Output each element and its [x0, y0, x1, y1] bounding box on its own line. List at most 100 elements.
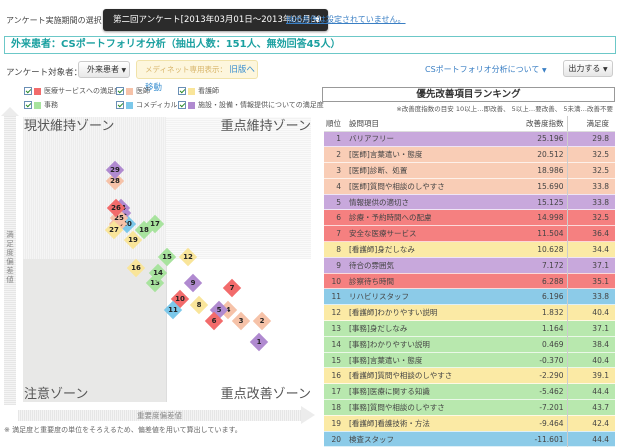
checkbox-checked-icon[interactable] [178, 87, 186, 95]
data-point-label: 26 [111, 204, 121, 212]
legend-item-service[interactable]: 医療サービスへの満足度 [24, 86, 121, 96]
table-row[interactable]: 1 バリアフリー 25.196 29.8 [324, 131, 615, 147]
header-satisfaction[interactable]: 満足度 [566, 116, 615, 132]
x-axis-arrow: 重要度偏差値 [18, 406, 315, 424]
item-cell: [事務]わかりやすい説明 [349, 339, 430, 349]
data-point-label: 25 [114, 214, 124, 222]
data-point-label: 11 [168, 306, 178, 314]
filter-conditions-link[interactable]: 抽出条件は設定されていません。 [286, 15, 406, 24]
index-cell: 15.690 [537, 181, 564, 191]
output-button-label: 出力する [568, 64, 601, 73]
table-row[interactable]: 15 [事務]言葉遣い・態度 -0.370 40.4 [324, 352, 615, 368]
table-row[interactable]: 20 検査スタッフ -11.601 44.4 [324, 431, 615, 447]
table-row[interactable]: 4 [医師]質問や相談のしやすさ 15.690 33.8 [324, 178, 615, 195]
satisfaction-cell: 44.4 [566, 383, 615, 400]
rank-cell: 19 [331, 418, 341, 428]
zone-label-top-right: 重点維持ゾーン [220, 119, 311, 134]
satisfaction-cell: 33.8 [566, 194, 615, 210]
rank-cell: 12 [331, 308, 341, 318]
table-row[interactable]: 10 診察待ち時間 6.288 35.1 [324, 273, 615, 289]
item-cell: [事務]身だしなみ [349, 323, 408, 333]
legend-label: 事務 [44, 101, 58, 109]
old-version-link[interactable]: 旧版へ移動 [145, 65, 255, 93]
table-row[interactable]: 9 待合の雰囲気 7.172 37.1 [324, 257, 615, 274]
ranking-body: 1 バリアフリー 25.196 29.8 2 [医師]言葉遣い・態度 20.512 32.5 3… [324, 131, 615, 447]
portfolio-chart: 現状維持ゾーン 重点維持ゾーン 注意ゾーン 重点改善ゾーン [23, 117, 311, 402]
index-cell: 1.164 [542, 323, 564, 333]
legend-label: 医師 [136, 87, 150, 95]
y-axis-label: 満足度偏差値 [6, 230, 14, 284]
legend-item-office[interactable]: 事務 [24, 100, 58, 110]
table-row[interactable]: 18 [事務]質問や相談のしやすさ -7.201 43.7 [324, 399, 615, 416]
header-index[interactable]: 改善度指数 [497, 116, 567, 132]
rank-cell: 17 [331, 387, 341, 397]
checkbox-checked-icon[interactable] [24, 101, 32, 109]
legend-swatch [188, 101, 195, 109]
header-item[interactable]: 設問項目 [346, 116, 497, 132]
item-cell: [看護師]質問や相談のしやすさ [349, 371, 453, 381]
legend-item-comedical[interactable]: コメディカル [116, 100, 178, 110]
table-row[interactable]: 2 [医師]言葉遣い・態度 20.512 32.5 [324, 146, 615, 163]
table-row[interactable]: 7 安全な医療サービス 11.504 36.4 [324, 225, 615, 242]
data-point-label: 5 [216, 306, 222, 314]
index-cell: 10.628 [537, 244, 564, 254]
data-point-label: 17 [150, 220, 160, 228]
checkbox-checked-icon[interactable] [116, 87, 124, 95]
data-point-label: 3 [238, 317, 244, 325]
target-value: 外来患者 [87, 65, 119, 74]
data-point-label: 8 [196, 301, 202, 309]
satisfaction-cell: 34.4 [566, 241, 615, 258]
caret-down-icon: ▼ [121, 67, 127, 74]
satisfaction-cell: 32.5 [566, 209, 615, 226]
data-point-label: 18 [139, 226, 149, 234]
table-row[interactable]: 13 [事務]身だしなみ 1.164 37.1 [324, 320, 615, 337]
zone-caution [23, 259, 166, 402]
rank-cell: 14 [331, 339, 341, 349]
legend-item-facility[interactable]: 施設・設備・情報提供についての満足度 [178, 100, 324, 110]
satisfaction-cell: 37.1 [566, 257, 615, 274]
header-rank[interactable]: 順位 [324, 116, 346, 132]
data-point-label: 16 [131, 264, 141, 272]
item-cell: [看護師]わかりやすい説明 [349, 308, 438, 318]
period-value: 第二回アンケート[2013年03月01日～2013年06月30日] [113, 15, 322, 47]
data-point-label: 27 [109, 226, 119, 234]
cs-about-dropdown[interactable]: CSポートフォリオ分析について ▼ [425, 64, 547, 75]
ranking-header-row: 順位 設問項目 改善度指数 満足度 [324, 116, 615, 132]
checkbox-checked-icon[interactable] [178, 101, 186, 109]
item-cell: 安全な医療サービス [349, 229, 417, 239]
table-row[interactable]: 5 情報提供の適切さ 15.125 33.8 [324, 194, 615, 210]
checkbox-checked-icon[interactable] [116, 101, 124, 109]
table-row[interactable]: 11 リハビリスタッフ 6.196 33.8 [324, 288, 615, 305]
item-cell: バリアフリー [349, 134, 394, 144]
zone-label-top-left: 現状維持ゾーン [24, 119, 115, 134]
data-point-label: 10 [175, 295, 185, 303]
checkbox-checked-icon[interactable] [24, 87, 32, 95]
table-row[interactable]: 6 診療・予約時間への配慮 14.998 32.5 [324, 209, 615, 226]
table-row[interactable]: 3 [医師]診断、処置 18.986 32.5 [324, 162, 615, 179]
index-cell: -9.464 [539, 418, 564, 428]
data-point-label: 29 [110, 166, 120, 174]
table-row[interactable]: 14 [事務]わかりやすい説明 0.469 38.4 [324, 336, 615, 353]
item-cell: 診察待ち時間 [349, 276, 394, 286]
index-cell: 6.288 [542, 276, 564, 286]
target-select[interactable]: 外来患者 ▼ [78, 61, 130, 78]
caret-down-icon: ▼ [541, 67, 547, 74]
legend-item-nurse[interactable]: 看護師 [178, 86, 219, 96]
legend-label: 看護師 [198, 87, 219, 95]
index-cell: -2.290 [539, 371, 564, 381]
table-row[interactable]: 16 [看護師]質問や相談のしやすさ -2.290 39.1 [324, 367, 615, 384]
rank-cell: 4 [336, 181, 341, 191]
period-select[interactable]: 第二回アンケート[2013年03月01日～2013年06月30日] ▼ [103, 9, 328, 47]
output-button[interactable]: 出力する ▼ [563, 60, 613, 77]
legend-item-doctor[interactable]: 医師 [116, 86, 150, 96]
data-point-label: 19 [128, 236, 138, 244]
table-row[interactable]: 8 [看護師]身だしなみ 10.628 34.4 [324, 241, 615, 258]
item-cell: [事務]質問や相談のしやすさ [349, 402, 445, 412]
table-row[interactable]: 17 [事務]医療に関する知識 -5.462 44.4 [324, 383, 615, 400]
rank-cell: 2 [336, 150, 341, 160]
index-cell: 25.196 [537, 134, 564, 144]
satisfaction-cell: 32.5 [566, 146, 615, 163]
table-row[interactable]: 12 [看護師]わかりやすい説明 1.832 40.4 [324, 304, 615, 321]
zone-label-bottom-right: 重点改善ゾーン [220, 387, 311, 402]
table-row[interactable]: 19 [看護師]看護技術・方法 -9.464 42.4 [324, 415, 615, 432]
